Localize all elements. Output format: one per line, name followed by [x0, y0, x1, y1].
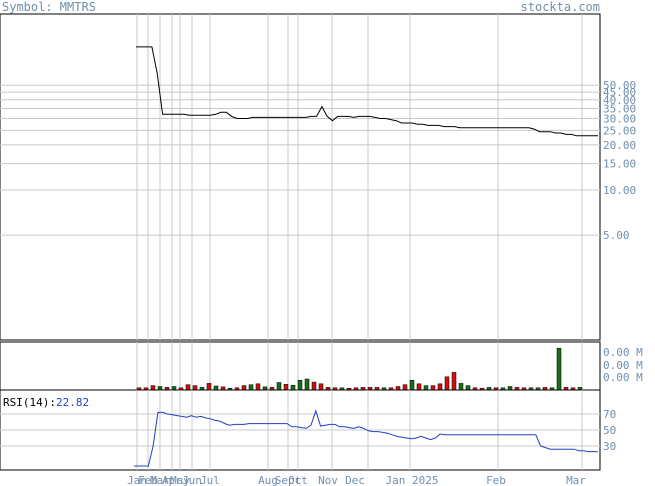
rsi-line	[134, 409, 599, 467]
volume-bar	[437, 383, 443, 391]
volume-panel: 0.00 M0.00 M0.00 M	[0, 341, 643, 391]
volume-bar	[255, 383, 261, 391]
price-tick-label: 35.00	[603, 102, 636, 115]
volume-bar	[206, 383, 212, 391]
volume-bar	[458, 383, 464, 391]
volume-bar	[465, 385, 471, 391]
volume-bar	[451, 372, 457, 391]
volume-bar	[311, 381, 317, 391]
price-tick-label: 50.00	[603, 79, 636, 92]
rsi-panel: 70 50 30 RSI(14): 22.82	[0, 389, 616, 471]
volume-bar	[150, 385, 156, 391]
volume-bar	[241, 385, 247, 391]
x-tick-label: Feb	[486, 474, 506, 486]
price-tick-label: 30.00	[603, 112, 636, 125]
volume-bar	[185, 384, 191, 391]
volume-bar	[171, 386, 177, 391]
volume-bar	[283, 384, 289, 391]
x-tick-label: Feb	[138, 474, 158, 486]
x-tick-label: Dec	[345, 474, 365, 486]
volume-bar	[444, 376, 450, 391]
price-tick-label: 45.00	[603, 86, 636, 99]
volume-tick-label: 0.00 M	[603, 346, 643, 359]
price-tick-label: 40.00	[603, 94, 636, 107]
x-tick-label: Apr	[162, 474, 182, 486]
price-frame	[0, 13, 601, 341]
volume-bar	[213, 385, 219, 391]
x-tick-label: Nov	[318, 474, 338, 486]
volume-bar	[276, 382, 282, 391]
x-tick-label: Sept	[275, 474, 302, 486]
volume-bar	[430, 385, 436, 391]
volume-bar	[290, 384, 296, 391]
volume-bar	[157, 386, 163, 391]
price-tick-label: 15.00	[603, 158, 636, 171]
volume-bar	[423, 385, 429, 391]
volume-bar	[248, 384, 254, 391]
x-tick-label: Aug	[258, 474, 278, 486]
price-line	[136, 46, 598, 137]
x-tick-label: May	[170, 474, 190, 486]
volume-bar	[402, 384, 408, 391]
volume-bar	[304, 378, 310, 391]
volume-bar	[318, 383, 324, 391]
x-tick-label: Mar	[150, 474, 170, 486]
price-tick-label: 5.00	[603, 229, 630, 242]
volume-bar	[507, 386, 513, 391]
price-tick-label: 10.00	[603, 184, 636, 197]
volume-bar	[556, 347, 562, 391]
volume-bar	[416, 383, 422, 391]
x-tick-label: Jan	[127, 474, 147, 486]
price-tick-label: 25.00	[603, 124, 636, 137]
rsi-label: RSI(14):	[3, 396, 56, 409]
x-tick-label: Oct	[288, 474, 308, 486]
x-tick-label: Jun	[182, 474, 202, 486]
x-tick-label: Jul	[200, 474, 220, 486]
rsi-tick-label: 70	[603, 408, 616, 421]
x-tick-label: Mar	[566, 474, 586, 486]
rsi-tick-label: 50	[603, 424, 616, 437]
symbol-label: Symbol: MMTRS	[2, 0, 96, 14]
volume-bar	[395, 386, 401, 391]
site-label[interactable]: stockta.com	[520, 0, 600, 14]
volume-bar	[192, 385, 198, 391]
volume-bar	[409, 380, 415, 391]
x-tick-label: Jan 2025	[386, 474, 439, 486]
volume-tick-label: 0.00 M	[603, 371, 643, 384]
rsi-value: 22.82	[56, 396, 89, 409]
price-tick-label: 20.00	[603, 139, 636, 152]
rsi-tick-label: 30	[603, 440, 616, 453]
volume-tick-label: 0.00 M	[603, 359, 643, 372]
volume-bar	[297, 380, 303, 391]
